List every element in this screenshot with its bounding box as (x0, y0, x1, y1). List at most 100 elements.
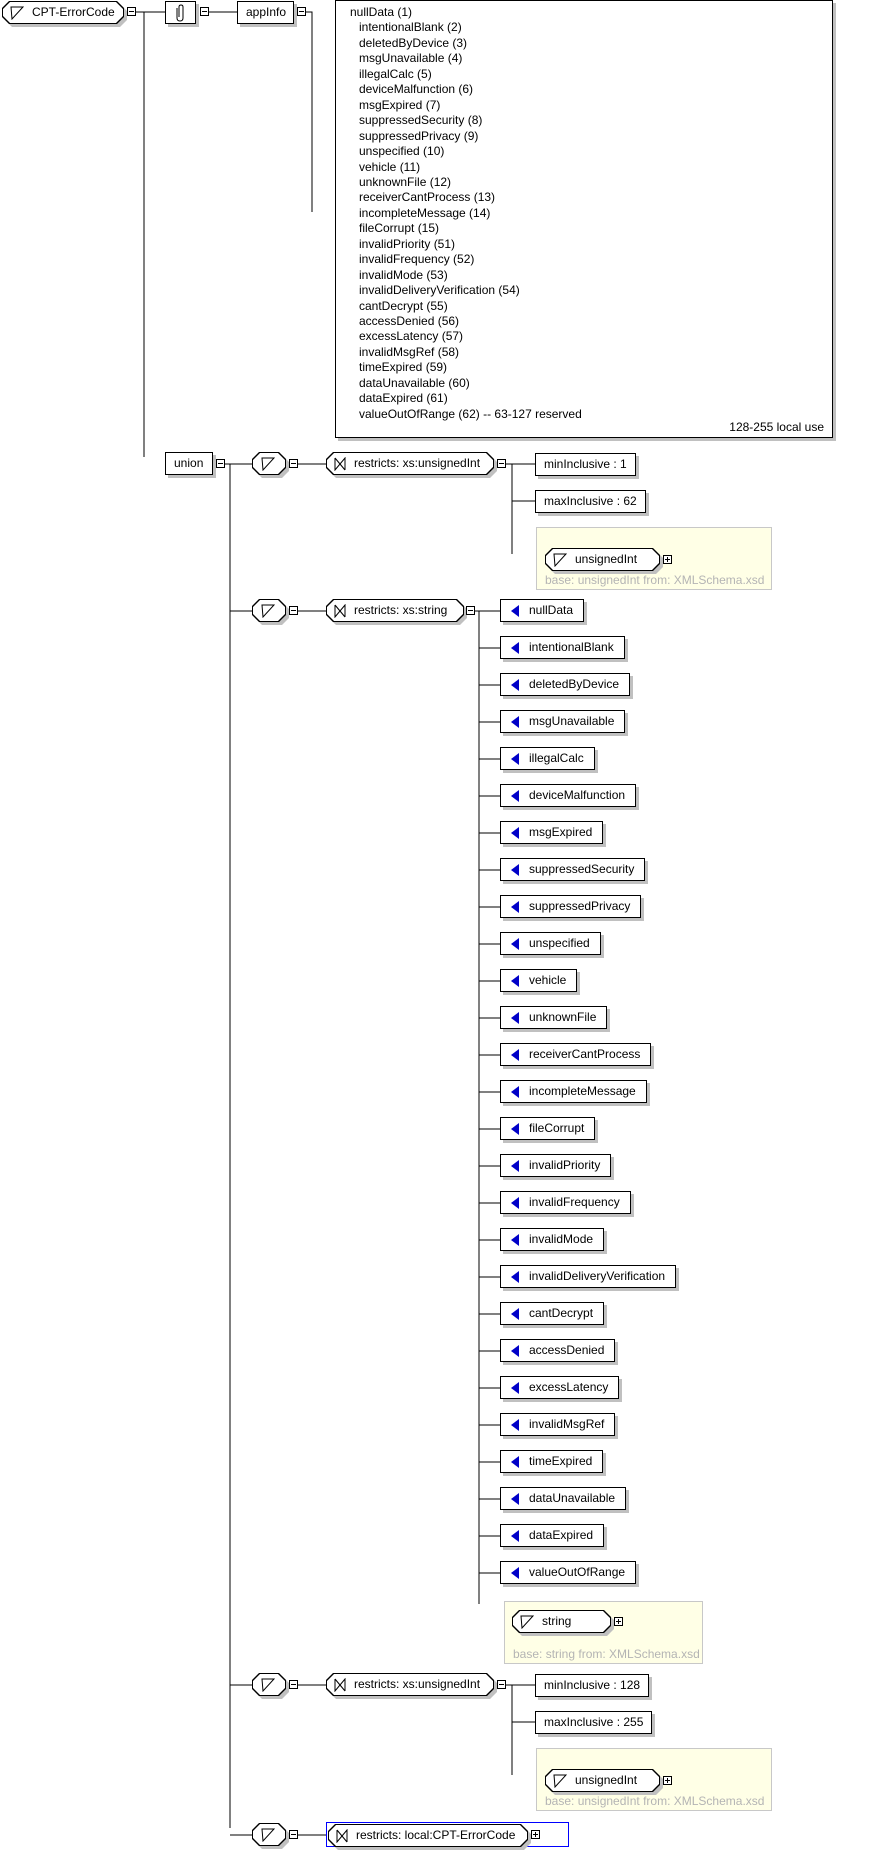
enumeration-item[interactable]: msgExpired (500, 821, 604, 844)
enumeration-item[interactable]: fileCorrupt (500, 1117, 596, 1140)
expand-icon[interactable] (614, 1617, 623, 1626)
restriction-string[interactable]: restricts: xs:string (326, 599, 464, 622)
enumeration-item[interactable]: msgUnavailable (500, 710, 626, 733)
anonymous-simple-type[interactable] (252, 599, 286, 622)
collapse-icon[interactable] (127, 7, 136, 16)
node-label: illegalCalc (529, 751, 584, 765)
node-label: msgExpired (529, 825, 593, 839)
enumeration-item[interactable]: cantDecrypt (500, 1302, 605, 1325)
label-row (252, 452, 286, 475)
node-label: restricts: xs:unsignedInt (354, 1677, 481, 1691)
anonymous-simple-type[interactable] (252, 452, 286, 475)
simple-type-icon (261, 457, 275, 471)
doc-line: accessDenied (56) (359, 314, 460, 328)
min-inclusive-facet[interactable]: minInclusive : 128 (535, 1674, 650, 1697)
documentation-box: nullData (1) intentionalBlank (2) deletedB… (335, 0, 833, 438)
node-label: cantDecrypt (529, 1306, 594, 1320)
base-type-unsignedint[interactable]: unsignedInt (545, 1769, 660, 1792)
enumeration-item[interactable]: deletedByDevice (500, 673, 631, 696)
doc-line: intentionalBlank (2) (359, 20, 462, 35)
enumeration-item[interactable]: vehicle (500, 969, 578, 992)
node-label: maxInclusive : 62 (544, 494, 637, 508)
doc-line: receiverCantProcess (13) (359, 190, 496, 205)
annotation-node[interactable] (165, 1, 196, 24)
node-label: nullData (529, 603, 574, 617)
enumeration-icon (511, 1530, 519, 1542)
doc-line: deletedByDevice (3) (359, 35, 468, 50)
enumeration-item[interactable]: incompleteMessage (500, 1080, 647, 1103)
doc-line: suppressedPrivacy (9) (359, 128, 479, 143)
enumeration-item[interactable]: invalidDeliveryVerification (500, 1265, 677, 1288)
label-row (252, 1673, 286, 1696)
enumeration-item[interactable]: intentionalBlank (500, 636, 625, 659)
collapse-icon[interactable] (497, 459, 506, 468)
collapse-icon[interactable] (466, 606, 475, 615)
collapse-icon[interactable] (216, 459, 225, 468)
doc-line: incompleteMessage (14) (359, 205, 491, 220)
collapse-icon[interactable] (297, 7, 306, 16)
fill (327, 453, 493, 474)
enumeration-item[interactable]: receiverCantProcess (500, 1043, 652, 1066)
enumeration-icon (511, 1419, 519, 1431)
enumeration-item[interactable]: nullData (500, 599, 585, 622)
enumeration-item[interactable]: dataUnavailable (500, 1487, 627, 1510)
enumeration-item[interactable]: timeExpired (500, 1450, 604, 1473)
paperclip-icon (174, 4, 186, 22)
enumeration-icon (511, 642, 519, 654)
node-label: dataExpired (529, 1528, 594, 1542)
union-node[interactable]: union (165, 452, 213, 475)
collapse-icon[interactable] (200, 7, 209, 16)
enumeration-icon (511, 1567, 519, 1579)
simple-type-cpt-errorcode[interactable]: CPT-ErrorCode (2, 1, 124, 24)
base-type-unsignedint[interactable]: unsignedInt (545, 548, 660, 571)
enumeration-icon (511, 1197, 519, 1209)
doc-line: vehicle (11) (359, 159, 421, 174)
enumeration-icon (511, 827, 519, 839)
collapse-icon[interactable] (289, 1830, 298, 1839)
enumeration-icon (511, 790, 519, 802)
min-inclusive-facet[interactable]: minInclusive : 1 (535, 453, 636, 476)
max-inclusive-facet[interactable]: maxInclusive : 255 (535, 1711, 653, 1734)
restriction-local-cpt-errorcode[interactable]: restricts: local:CPT-ErrorCode (328, 1824, 528, 1847)
node-label: minInclusive : 1 (544, 457, 627, 471)
enumeration-item[interactable]: unspecified (500, 932, 601, 955)
enumeration-item[interactable]: excessLatency (500, 1376, 620, 1399)
enumeration-item[interactable]: invalidMsgRef (500, 1413, 616, 1436)
restriction-icon (334, 456, 346, 471)
max-inclusive-facet[interactable]: maxInclusive : 62 (535, 490, 646, 513)
doc-line: valueOutOfRange (62) -- 63-127 reserved (359, 406, 582, 421)
enumeration-item[interactable]: suppressedPrivacy (500, 895, 642, 918)
expand-icon[interactable] (663, 555, 672, 564)
anonymous-simple-type[interactable] (252, 1673, 286, 1696)
collapse-icon[interactable] (289, 1680, 298, 1689)
collapse-icon[interactable] (497, 1680, 506, 1689)
node-label: suppressedSecurity (529, 862, 635, 876)
enumeration-item[interactable]: illegalCalc (500, 747, 595, 770)
collapse-icon[interactable] (289, 606, 298, 615)
node-label: invalidDeliveryVerification (529, 1269, 666, 1283)
expand-icon[interactable] (663, 1776, 672, 1785)
doc-line: fileCorrupt (15) (359, 221, 440, 236)
enumeration-item[interactable]: accessDenied (500, 1339, 616, 1362)
enumeration-item[interactable]: invalidFrequency (500, 1191, 631, 1214)
restriction-unsignedint[interactable]: restricts: xs:unsignedInt (326, 1673, 494, 1696)
enumeration-icon (511, 1012, 519, 1024)
expand-icon[interactable] (531, 1830, 540, 1839)
enumeration-icon (511, 1086, 519, 1098)
anonymous-simple-type[interactable] (252, 1823, 286, 1846)
enumeration-item[interactable]: invalidMode (500, 1228, 605, 1251)
enumeration-item[interactable]: valueOutOfRange (500, 1561, 637, 1584)
enumeration-icon (511, 753, 519, 765)
enumeration-item[interactable]: dataExpired (500, 1524, 605, 1547)
enumeration-item[interactable]: deviceMalfunction (500, 784, 637, 807)
restriction-unsignedint[interactable]: restricts: xs:unsignedInt (326, 452, 494, 475)
enumeration-item[interactable]: suppressedSecurity (500, 858, 646, 881)
appinfo-node[interactable]: appInfo (237, 1, 294, 24)
collapse-icon[interactable] (289, 459, 298, 468)
base-type-string[interactable]: string (512, 1610, 611, 1633)
enumeration-icon (511, 938, 519, 950)
simple-type-icon (261, 1678, 275, 1692)
enumeration-icon (511, 1493, 519, 1505)
enumeration-item[interactable]: invalidPriority (500, 1154, 612, 1177)
enumeration-item[interactable]: unknownFile (500, 1006, 608, 1029)
